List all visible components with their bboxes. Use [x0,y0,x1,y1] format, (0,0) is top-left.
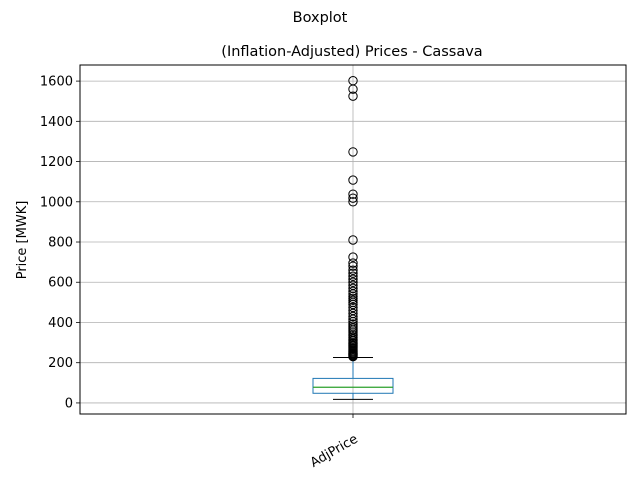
axis-layer: 0 200 400 600 800 1000 1200 1400 1600 AdjPrice [40,75,361,471]
chart-suptitle: Boxplot [293,10,348,26]
outlier-point [348,75,358,86]
outlier-point [348,283,358,293]
outlier-point [348,175,358,185]
box-layer [312,356,394,400]
outlier-point [348,319,358,329]
y-tick-label: 800 [48,236,73,251]
iqr-box [312,377,394,394]
outlier-point [348,197,358,207]
y-tick-label: 0 [65,396,73,411]
outlier-point [348,302,358,313]
outlier-point [348,189,358,199]
outlier-point [348,271,358,281]
outlier-point [348,311,358,322]
outlier-point [348,308,358,319]
outlier-point [348,252,358,262]
y-axis-label: Price [MWK] [15,201,30,280]
y-tick-label: 600 [48,276,73,291]
outlier-point [348,280,358,290]
outlier-point [348,265,358,275]
outlier-point [348,261,358,271]
outlier-point [348,193,358,203]
outlier-point [348,258,358,268]
y-tick-label: 400 [48,316,73,331]
y-tick-label: 1400 [40,115,73,130]
x-tick-label: AdjPrice [308,432,361,471]
y-tick-label: 200 [48,356,73,371]
chart-title: (Inflation-Adjusted) Prices - Cassava [221,44,482,60]
outlier-layer [348,75,358,362]
plot-frame [79,64,627,415]
outlier-point [348,277,358,287]
outlier-point [348,286,358,296]
outlier-point [348,268,358,278]
outlier-point [348,147,358,157]
y-tick-label: 1600 [40,75,73,90]
outlier-point [348,274,358,284]
outlier-point [348,91,358,101]
outlier-point [348,235,358,245]
y-tick-label: 1000 [40,195,73,210]
y-tick-label: 1200 [40,155,73,170]
